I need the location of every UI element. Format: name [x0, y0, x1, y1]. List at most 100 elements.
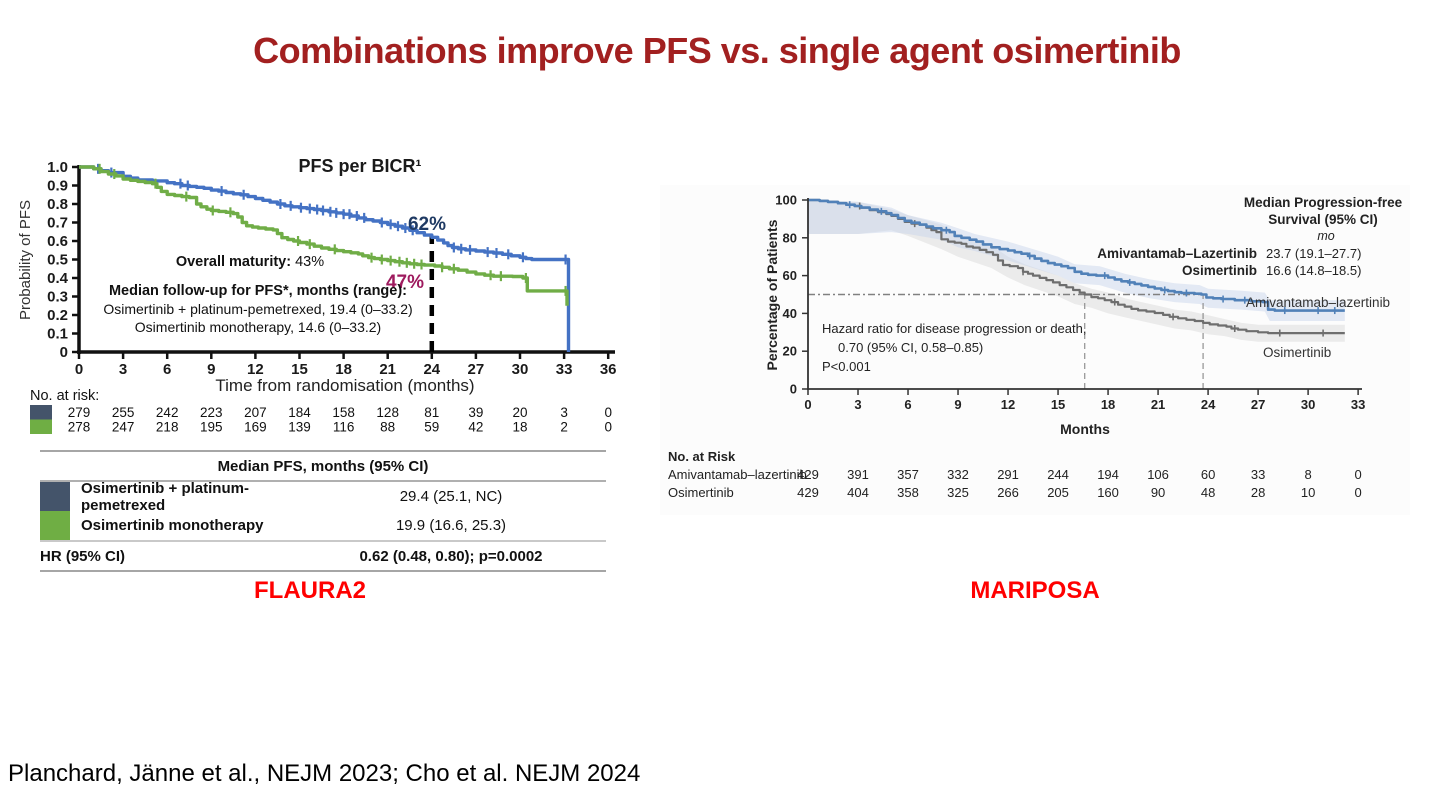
risk-value: 207	[244, 405, 267, 420]
risk-value: 357	[897, 467, 919, 482]
legend-unit: mo	[1317, 229, 1334, 243]
risk-value: 116	[333, 420, 355, 435]
y-tick-label: 0	[790, 382, 797, 397]
hazard-ratio-annotation-line: P<0.001	[822, 359, 871, 374]
mono-swatch	[40, 511, 70, 540]
x-tick-label: 15	[1051, 397, 1065, 412]
x-tick-label: 6	[163, 361, 171, 378]
risk-value: 332	[947, 467, 969, 482]
table-row-mono: Osimertinib monotherapy 19.9 (16.6, 25.3…	[40, 511, 606, 540]
y-tick-label: 0.6	[47, 233, 68, 250]
followup-title: Median follow-up for PFS*, months (range…	[109, 283, 407, 299]
combo-swatch	[40, 482, 70, 511]
y-tick-label: 1.0	[47, 159, 68, 176]
hr-value: 0.62 (0.48, 0.80); p=0.0002	[359, 547, 543, 565]
km-curve-combo	[79, 165, 571, 352]
flaura2-km-chart: PFS per BICR¹ Probability of PFS Time from…	[17, 156, 617, 435]
risk-value: 8	[1304, 467, 1311, 482]
citation: Planchard, Jänne et al., NEJM 2023; Cho …	[8, 760, 641, 787]
x-tick-label: 12	[1001, 397, 1015, 412]
mono-24mo-pct-label: 47%	[386, 272, 424, 293]
flaura2-median-pfs-table: Median PFS, months (95% CI) Osimertinib …	[40, 450, 606, 572]
risk-table-label: No. at risk:	[30, 388, 99, 404]
risk-value: 255	[112, 405, 135, 420]
table-header: Median PFS, months (95% CI)	[40, 450, 606, 482]
risk-value: 81	[424, 405, 439, 420]
x-tick-label: 18	[335, 361, 352, 378]
risk-swatch	[30, 405, 52, 420]
risk-value: 358	[897, 485, 919, 500]
y-tick-label: 0	[60, 344, 68, 361]
hazard-ratio-annotation-line: Hazard ratio for disease progression or …	[822, 321, 1086, 336]
y-axis-title: Probability of PFS	[17, 200, 34, 320]
x-tick-label: 24	[1201, 397, 1216, 412]
risk-value: 28	[1251, 485, 1265, 500]
x-tick-label: 9	[207, 361, 215, 378]
y-tick-label: 20	[783, 344, 797, 359]
risk-value: 195	[200, 420, 223, 435]
risk-value: 194	[1097, 467, 1119, 482]
risk-value: 291	[997, 467, 1019, 482]
hr-label: HR (95% CI)	[40, 547, 126, 565]
risk-value: 429	[797, 467, 819, 482]
risk-table-label: No. at Risk	[668, 449, 736, 464]
x-tick-label: 3	[854, 397, 861, 412]
risk-value: 184	[288, 405, 311, 420]
risk-value: 2	[560, 420, 568, 435]
x-tick-label: 24	[423, 361, 440, 378]
hazard-ratio-annotation-line: 0.70 (95% CI, 0.58–0.85)	[838, 340, 983, 355]
mariposa-trial-label: MARIPOSA	[970, 577, 1100, 604]
followup-line-combo: Osimertinib + platinum-pemetrexed, 19.4 …	[103, 301, 412, 317]
risk-value: 39	[468, 405, 483, 420]
mono-label: Osimertinib monotherapy	[81, 517, 264, 534]
y-tick-label: 60	[783, 268, 797, 283]
risk-swatch	[30, 419, 52, 434]
risk-value: 10	[1301, 485, 1315, 500]
y-tick-label: 0.4	[47, 270, 69, 287]
risk-value: 247	[112, 420, 135, 435]
mariposa-km-chart: 0 3 6 9 12 15 18 21 24 27 30 33020406080100MonthsPe…	[660, 185, 1410, 515]
risk-value: 266	[997, 485, 1019, 500]
risk-value: 90	[1151, 485, 1165, 500]
risk-value: 3	[560, 405, 568, 420]
risk-value: 48	[1201, 485, 1215, 500]
risk-value: 158	[332, 405, 355, 420]
x-tick-label: 9	[954, 397, 961, 412]
x-tick-label: 30	[1301, 397, 1315, 412]
y-tick-label: 80	[783, 230, 797, 245]
x-tick-label: 3	[119, 361, 127, 378]
chart-title: PFS per BICR¹	[298, 156, 421, 176]
risk-value: 42	[468, 420, 483, 435]
maturity-annotation: Overall maturity: 43%	[176, 254, 324, 270]
risk-value: 429	[797, 485, 819, 500]
x-tick-label: 36	[600, 361, 617, 378]
risk-value: 244	[1047, 467, 1069, 482]
mono-value: 19.9 (16.6, 25.3)	[395, 517, 507, 534]
x-tick-label: 0	[804, 397, 811, 412]
risk-value: 18	[512, 420, 527, 435]
risk-value: 404	[847, 485, 869, 500]
x-axis-title: Time from randomisation (months)	[215, 376, 474, 395]
legend-name: Amivantamab–Lazertinib	[1097, 246, 1257, 261]
table-row-combo: Osimertinib + platinum-pemetrexed 29.4 (…	[40, 479, 606, 514]
x-tick-label: 33	[1351, 397, 1365, 412]
risk-value: 106	[1147, 467, 1169, 482]
y-tick-label: 0.2	[47, 307, 68, 324]
risk-row-name: Osimertinib	[668, 485, 734, 500]
risk-value: 60	[1201, 467, 1215, 482]
risk-value: 278	[68, 420, 91, 435]
risk-value: 139	[288, 420, 311, 435]
y-tick-label: 0.3	[47, 289, 68, 306]
legend-title-line2: Survival (95% CI)	[1268, 212, 1378, 227]
x-axis-title: Months	[1060, 421, 1110, 437]
curve-label-amivantamab: Amivantamab–lazertinib	[1246, 295, 1390, 310]
risk-value: 0	[1354, 467, 1361, 482]
risk-value: 325	[947, 485, 969, 500]
y-axis-title: Percentage of Patients	[764, 219, 780, 370]
risk-value: 59	[424, 420, 439, 435]
risk-value: 242	[156, 405, 179, 420]
y-tick-label: 100	[775, 193, 797, 208]
combo-label: Osimertinib + platinum-pemetrexed	[81, 479, 249, 514]
x-tick-label: 21	[1151, 397, 1165, 412]
